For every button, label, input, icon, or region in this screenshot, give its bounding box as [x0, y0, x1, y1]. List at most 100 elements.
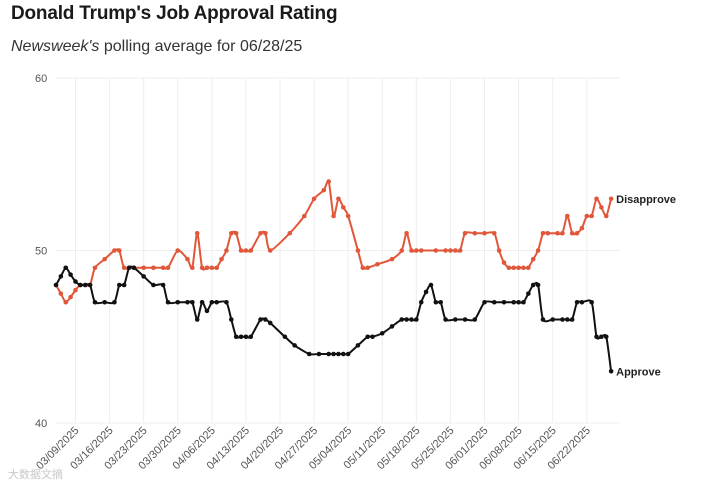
disapprove-point [209, 265, 215, 271]
approve-point [87, 282, 93, 288]
approve-point [574, 299, 580, 305]
approve-point [326, 351, 331, 357]
approve-point [53, 282, 59, 288]
approve-point [112, 299, 117, 305]
disapprove-point [214, 265, 219, 271]
disapprove-point [506, 265, 512, 271]
approve-point [267, 320, 273, 326]
disapprove-point [112, 248, 117, 253]
approve-point [540, 317, 546, 322]
approve-point [599, 334, 604, 340]
approve-point [443, 317, 448, 322]
disapprove-point [365, 265, 370, 271]
disapprove-point [409, 248, 414, 253]
approve-point [589, 299, 594, 305]
disapprove-series-label: Disapprove [616, 194, 676, 206]
approve-point [141, 274, 146, 279]
y-axis: 40 50 60 [35, 73, 47, 430]
approve-point [526, 291, 531, 296]
disapprove-point [404, 230, 409, 236]
disapprove-point [565, 213, 570, 219]
disapprove-point [336, 196, 341, 202]
gridlines [56, 77, 620, 424]
disapprove-point [68, 294, 73, 300]
approve-point [428, 282, 434, 288]
disapprove-point [584, 213, 590, 219]
approve-point [238, 334, 244, 340]
approve-point [117, 282, 122, 288]
approve-point [282, 334, 288, 340]
approve-point [535, 282, 541, 288]
approve-point [482, 299, 487, 305]
disapprove-point [355, 248, 361, 253]
approve-point [521, 299, 526, 305]
approve-point [194, 317, 200, 322]
disapprove-point [302, 213, 307, 219]
approve-point [73, 279, 78, 284]
disapprove-point [545, 230, 551, 236]
approve-point [160, 282, 166, 288]
approve-point [379, 331, 385, 336]
approve-point [316, 351, 322, 357]
approve-point [243, 334, 249, 340]
approve-point [92, 299, 98, 305]
approve-point [175, 299, 181, 305]
approve-point [418, 299, 424, 305]
approve-point [409, 317, 414, 322]
disapprove-point [248, 248, 254, 253]
approve-point [491, 299, 497, 305]
disapprove-point [267, 248, 273, 253]
disapprove-point [175, 248, 181, 253]
disapprove-point [160, 265, 166, 271]
approve-point [233, 334, 239, 340]
approve-point [560, 317, 565, 322]
disapprove-point [569, 230, 575, 236]
disapprove-point [457, 248, 463, 253]
approve-point [603, 334, 609, 340]
approve-point [569, 317, 575, 322]
disapprove-point [414, 248, 419, 253]
approve-point [214, 299, 219, 305]
disapprove-point [418, 248, 424, 253]
approve-point [68, 272, 73, 277]
disapprove-point [511, 265, 517, 271]
approve-point [131, 265, 137, 271]
approve-point [126, 265, 132, 271]
disapprove-point [574, 230, 580, 236]
disapprove-point [491, 230, 497, 236]
disapprove-point [462, 230, 468, 236]
disapprove-point [326, 179, 331, 184]
disapprove-point [258, 230, 263, 236]
approve-point [229, 317, 234, 322]
approve-point [370, 334, 375, 340]
approve-point [190, 299, 195, 305]
disapprove-point [199, 265, 205, 271]
disapprove-point [375, 262, 380, 267]
disapprove-point [243, 248, 249, 253]
approve-point [438, 299, 443, 305]
approve-point [151, 282, 156, 288]
disapprove-point [92, 265, 98, 271]
disapprove-point [501, 260, 507, 265]
disapprove-point [389, 256, 395, 262]
disapprove-point [594, 196, 599, 202]
subtitle-text: polling average for 06/28/25 [99, 38, 303, 55]
approve-point [501, 299, 507, 305]
approve-point [433, 299, 439, 305]
approve-point [63, 265, 69, 271]
disapprove-point [63, 299, 69, 305]
disapprove-point [190, 265, 195, 271]
disapprove-point [311, 196, 317, 202]
approve-point [263, 317, 268, 322]
approve-point [453, 317, 458, 322]
approve-point [209, 299, 215, 305]
disapprove-point [204, 265, 210, 271]
disapprove-point [233, 230, 239, 236]
watermark-text: 大数据文摘 [8, 469, 63, 481]
disapprove-point [433, 248, 439, 253]
disapprove-point [472, 230, 478, 236]
subtitle-publication: Newsweek's [11, 38, 100, 55]
approve-point [341, 351, 346, 357]
approve-point [516, 299, 521, 305]
